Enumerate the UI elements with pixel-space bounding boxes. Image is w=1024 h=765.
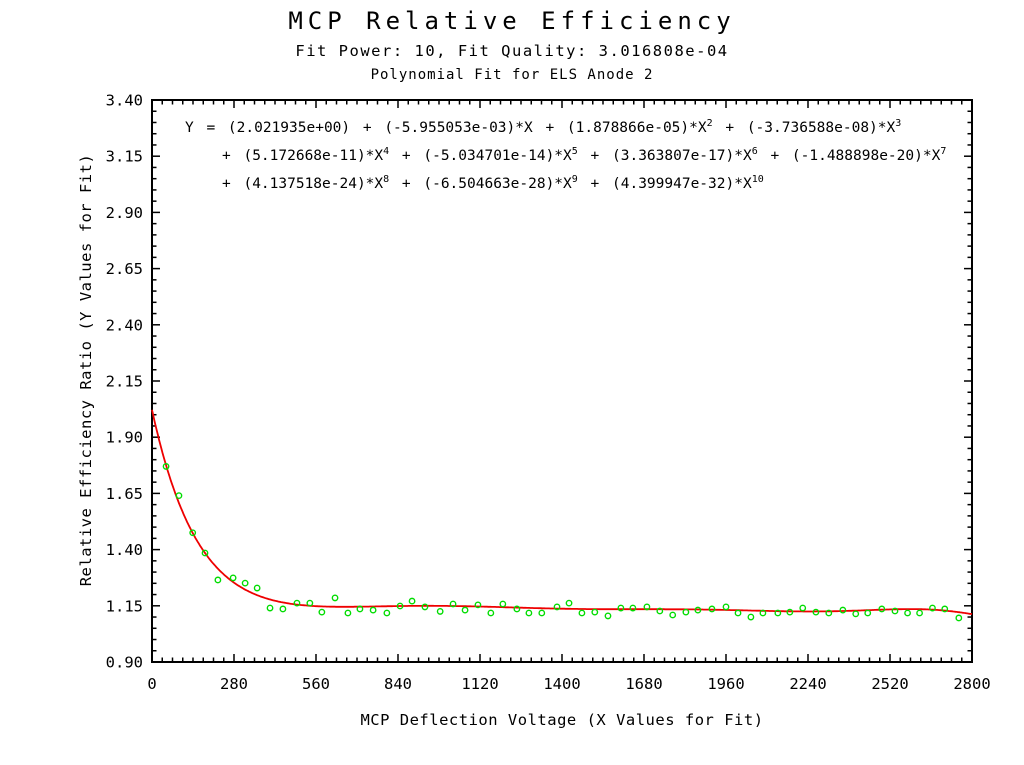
data-point (369, 606, 377, 614)
data-point (941, 605, 949, 613)
data-point (344, 609, 352, 617)
plot-name-subtitle: Polynomial Fit for ELS Anode 2 (370, 67, 654, 83)
y-tick-label: 0.90 (106, 654, 143, 672)
data-point (513, 605, 521, 613)
y-tick-label: 3.15 (106, 148, 143, 166)
data-point (408, 597, 416, 605)
x-tick-label: 1120 (461, 675, 498, 693)
equation-line: + (4.137518e-24)*X8 + (-6.504663e-28)*X9… (222, 174, 764, 192)
data-point (436, 608, 444, 615)
x-tick-label: 840 (384, 675, 412, 693)
plot-frame (151, 99, 973, 663)
y-tick-label: 1.90 (106, 429, 143, 447)
data-point (356, 605, 364, 613)
data-point (214, 576, 222, 584)
data-point (799, 604, 807, 612)
data-point (916, 609, 923, 617)
data-point (449, 600, 457, 608)
data-point (643, 603, 651, 611)
data-point (553, 603, 561, 611)
data-point (774, 609, 782, 617)
data-point (591, 608, 599, 616)
y-axis-label: Relative Efficiency Ratio (Y Values for … (77, 153, 95, 587)
data-point (525, 609, 533, 617)
data-point (747, 613, 755, 621)
data-point (878, 605, 886, 613)
y-tick-label: 2.65 (106, 260, 143, 278)
x-tick-label: 2240 (789, 675, 826, 693)
data-point (656, 607, 664, 615)
data-point (421, 603, 429, 611)
fit-info-subtitle: Fit Power: 10, Fit Quality: 3.016808e-04 (295, 42, 729, 60)
equation-line: Y = (2.021935e+00) + (-5.955053e-03)*X +… (185, 118, 902, 136)
data-point (229, 574, 237, 582)
x-tick-label: 2520 (871, 675, 908, 693)
fit-equation: Y = (2.021935e+00) + (-5.955053e-03)*X +… (185, 110, 946, 194)
data-point (617, 604, 625, 612)
scatter-points (162, 463, 963, 622)
data-point (318, 608, 326, 616)
x-tick-label: 1960 (707, 675, 744, 693)
data-point (474, 601, 482, 609)
y-tick-label: 2.90 (106, 204, 143, 222)
data-point (461, 606, 469, 614)
data-point (162, 463, 170, 470)
data-point (852, 610, 860, 618)
data-point (578, 609, 586, 617)
data-point (538, 609, 546, 617)
data-point (734, 609, 742, 617)
data-point (293, 599, 301, 607)
data-point (201, 549, 209, 557)
x-tick-label: 1400 (543, 675, 580, 693)
equation-line: + (5.172668e-11)*X4 + (-5.034701e-14)*X5… (222, 146, 947, 164)
x-axis-label: MCP Deflection Voltage (X Values for Fit… (360, 711, 764, 729)
data-point (812, 608, 820, 616)
data-point (279, 605, 287, 613)
fit-curve (151, 409, 973, 615)
data-point (331, 594, 339, 602)
data-point (565, 599, 573, 607)
data-point (499, 600, 507, 608)
y-tick-label: 2.40 (106, 316, 143, 334)
data-point (904, 609, 911, 617)
data-point (759, 609, 767, 617)
data-point (682, 608, 690, 616)
data-point (629, 604, 637, 612)
data-point (241, 579, 249, 587)
x-tick-label: 1680 (625, 675, 662, 693)
data-point (396, 602, 404, 610)
data-point (864, 609, 872, 617)
y-tick-label: 1.65 (106, 485, 143, 503)
data-point (929, 604, 936, 612)
data-point (604, 612, 612, 620)
data-point (306, 599, 314, 607)
y-tick-label: 3.40 (106, 92, 143, 110)
data-point (839, 606, 847, 614)
tick-labels: 0 280 560 840 1120 1400 1680 1960 2240 2520 2800 0.… (106, 92, 991, 694)
y-tick-label: 2.15 (106, 373, 143, 391)
data-point (825, 609, 833, 617)
data-point (694, 606, 702, 614)
y-tick-label: 1.15 (106, 597, 143, 615)
data-point (189, 529, 197, 537)
data-point (383, 609, 391, 617)
data-point (955, 614, 963, 622)
data-point (786, 608, 794, 616)
x-tick-label: 560 (302, 675, 330, 693)
data-point (708, 605, 716, 613)
data-point (722, 603, 730, 611)
data-point (891, 607, 899, 615)
y-tick-label: 1.40 (106, 541, 143, 559)
x-tick-label: 280 (220, 675, 248, 693)
x-tick-label: 2800 (953, 675, 990, 693)
data-point (669, 611, 677, 619)
x-tick-label: 0 (147, 675, 156, 693)
data-point (253, 584, 261, 592)
page-title: MCP Relative Efficiency (288, 7, 736, 35)
data-point (175, 492, 183, 500)
data-point (266, 604, 274, 612)
data-point (487, 609, 495, 617)
